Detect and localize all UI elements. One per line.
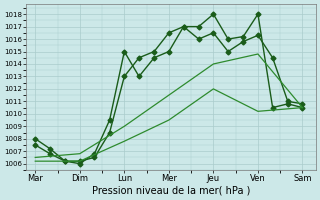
X-axis label: Pression niveau de la mer( hPa ): Pression niveau de la mer( hPa ) <box>92 186 250 196</box>
